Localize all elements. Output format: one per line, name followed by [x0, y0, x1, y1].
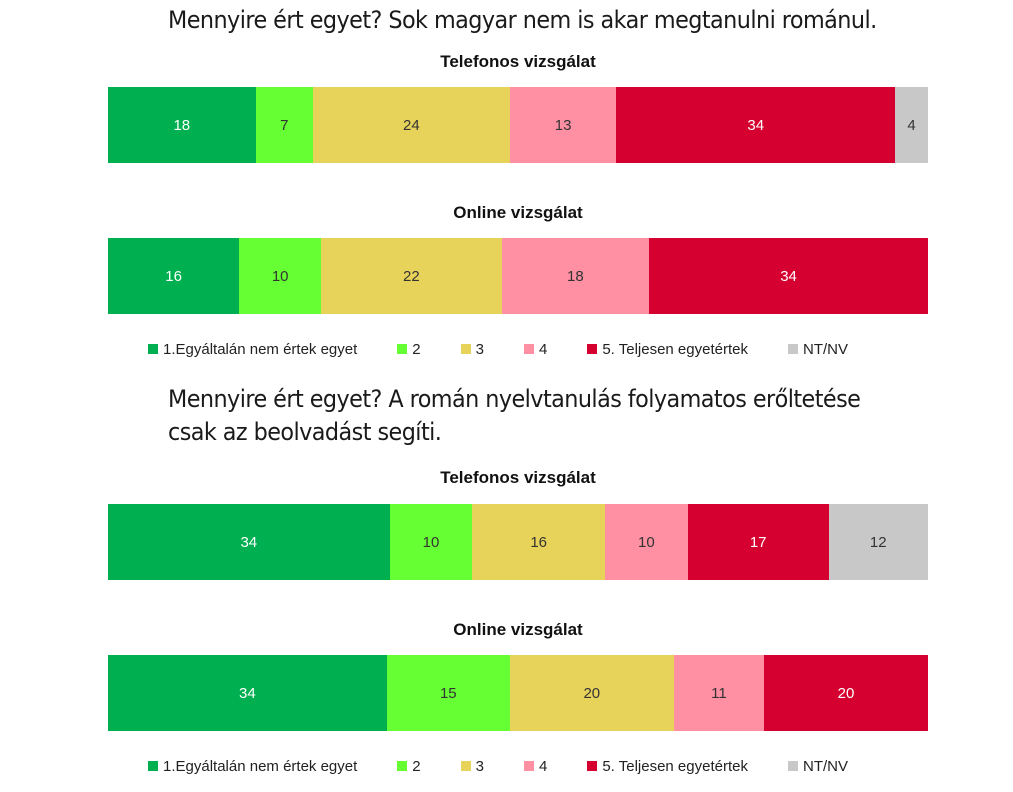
- chart-1-bar-online: 16 10 22 18 34: [108, 238, 928, 314]
- bar-segment-3: 22: [321, 238, 502, 314]
- chart-1-legend: 1.Egyáltalán nem értek egyet 2 3 4 5. Teljes…: [148, 339, 928, 359]
- legend-item: 4: [523, 340, 548, 358]
- chart-2-question: Mennyire ért egyet? A román nyelvtanulás…: [168, 385, 861, 446]
- legend-item: 2: [397, 757, 421, 775]
- chart-1-question: Mennyire ért egyet? Sok magyar nem is ak…: [168, 6, 877, 34]
- legend-item: 5. Teljesen egyetértek: [587, 341, 748, 358]
- bar-segment-4: 11: [673, 655, 764, 731]
- bar-segment-1: 34: [108, 655, 387, 731]
- legend-label: 1.Egyáltalán nem értek egyet: [163, 340, 358, 358]
- legend-label: 4: [538, 757, 548, 775]
- legend-item: 3: [460, 340, 484, 358]
- legend-swatch: [397, 761, 408, 771]
- chart-2-legend: 1.Egyáltalán nem értek egyet 2 3 4 5. Teljes…: [148, 756, 928, 776]
- chart-2-bar-phone: 34 10 16 10 17 12: [108, 504, 928, 580]
- legend-swatch: [523, 761, 534, 771]
- legend-item: 5. Teljesen egyetértek: [587, 758, 748, 775]
- legend-label: 4: [538, 340, 548, 358]
- legend-swatch: [460, 761, 471, 771]
- bar-segment-4: 13: [509, 87, 617, 163]
- legend-item: 1.Egyáltalán nem értek egyet: [148, 341, 357, 358]
- bar-segment-6: 12: [828, 504, 928, 580]
- legend-swatch: [523, 344, 534, 354]
- bar-segment-1: 18: [108, 87, 256, 163]
- chart-1-subtitle-phone: Telefonos vizsgálat: [440, 52, 596, 71]
- bar-segment-4: 10: [604, 504, 688, 580]
- legend-swatch: [148, 761, 158, 771]
- bar-segment-2: 10: [239, 238, 322, 314]
- legend-label: 5. Teljesen egyetértek: [602, 757, 748, 775]
- legend-swatch: [787, 761, 798, 771]
- chart-2-subtitle-phone: Telefonos vizsgálat: [440, 468, 596, 487]
- chart-2-bar-online: 34 15 20 11 20: [108, 655, 928, 731]
- bar-segment-6: 4: [895, 87, 928, 163]
- legend-item: 3: [460, 757, 484, 775]
- chart-2-subtitle-online: Online vizsgálat: [453, 620, 583, 639]
- legend-swatch: [397, 344, 408, 354]
- bar-segment-3: 24: [312, 87, 510, 163]
- legend-swatch: [587, 344, 598, 354]
- legend-label: NT/NV: [802, 757, 848, 775]
- legend-swatch: [460, 344, 471, 354]
- bar-segment-5: 20: [763, 655, 928, 731]
- legend-swatch: [787, 344, 798, 354]
- legend-item: NT/NV: [787, 757, 848, 775]
- chart-1-subtitle-online: Online vizsgálat: [453, 203, 583, 222]
- legend-label: 3: [475, 340, 484, 358]
- legend-item: 2: [397, 340, 421, 358]
- bar-segment-4: 18: [501, 238, 650, 314]
- bar-segment-5: 17: [687, 504, 829, 580]
- legend-label: 3: [475, 757, 484, 775]
- legend-label: 5. Teljesen egyetértek: [602, 340, 748, 358]
- legend-swatch: [148, 344, 158, 354]
- bar-segment-1: 16: [108, 238, 240, 314]
- bar-segment-2: 15: [386, 655, 510, 731]
- bar-segment-3: 20: [509, 655, 674, 731]
- bar-segment-1: 34: [108, 504, 390, 580]
- legend-swatch: [587, 761, 598, 771]
- legend-item: NT/NV: [787, 340, 848, 358]
- bar-segment-2: 7: [255, 87, 313, 163]
- bar-segment-5: 34: [649, 238, 928, 314]
- chart-1-bar-phone: 18 7 24 13 34 4: [108, 87, 928, 163]
- legend-item: 4: [523, 757, 548, 775]
- bar-segment-5: 34: [616, 87, 896, 163]
- legend-item: 1.Egyáltalán nem értek egyet: [148, 758, 357, 775]
- legend-label: 2: [412, 340, 421, 358]
- legend-label: NT/NV: [802, 340, 848, 358]
- legend-label: 1.Egyáltalán nem értek egyet: [163, 757, 358, 775]
- legend-label: 2: [412, 757, 421, 775]
- bar-segment-2: 10: [389, 504, 473, 580]
- bar-segment-3: 16: [472, 504, 605, 580]
